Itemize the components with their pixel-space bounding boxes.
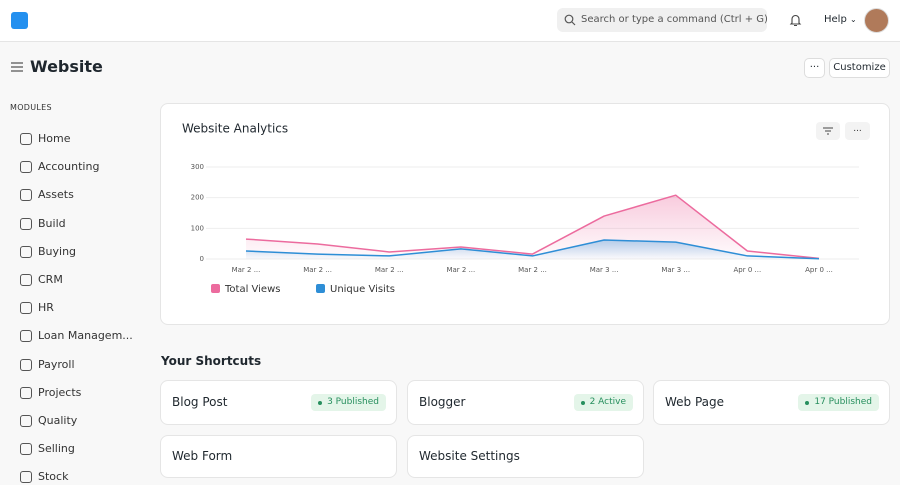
shortcut-label: Blogger bbox=[419, 395, 466, 409]
y-tick-label: 300 bbox=[191, 163, 204, 171]
module-icon bbox=[20, 415, 32, 427]
search-placeholder: Search or type a command (Ctrl + G) bbox=[581, 14, 768, 25]
bell-icon[interactable] bbox=[789, 13, 802, 27]
module-link[interactable]: Quality bbox=[38, 414, 78, 427]
module-link[interactable]: Selling bbox=[38, 442, 75, 456]
module-link[interactable]: Payroll bbox=[38, 357, 75, 371]
module-icon bbox=[20, 443, 32, 456]
module-icon bbox=[20, 358, 32, 371]
module-icon bbox=[20, 245, 32, 258]
shortcut-label: Website Settings bbox=[419, 449, 520, 463]
shortcut-badge: 3 Published bbox=[311, 394, 386, 411]
module-icon bbox=[20, 302, 32, 315]
module-link[interactable]: CRM bbox=[38, 273, 63, 286]
shortcut-label: Web Form bbox=[172, 449, 233, 463]
y-tick-label: 200 bbox=[191, 194, 204, 202]
series-line bbox=[245, 194, 820, 260]
legend-label: Total Views bbox=[224, 284, 280, 295]
module-icon bbox=[20, 161, 32, 174]
chart-menu-button[interactable] bbox=[845, 122, 870, 140]
legend-label: Unique Visits bbox=[330, 284, 395, 295]
shortcut-badge: 2 Active bbox=[573, 394, 633, 411]
series-line bbox=[245, 239, 820, 260]
shortcut-label: Blog Post bbox=[172, 395, 228, 409]
module-link[interactable]: HR bbox=[38, 301, 54, 315]
shortcut-badge: 17 Published bbox=[798, 394, 879, 411]
chart-menu-dots: ··· bbox=[853, 127, 862, 137]
module-link[interactable]: Home bbox=[38, 132, 71, 145]
module-icon bbox=[20, 274, 32, 286]
module-icon bbox=[20, 330, 32, 343]
x-tick-label: Mar 3 ... bbox=[590, 266, 619, 274]
shortcuts-heading: Your Shortcuts bbox=[161, 354, 262, 368]
x-tick-label: Mar 2 ... bbox=[232, 266, 261, 274]
shortcut-card[interactable]: Web Page 17 Published bbox=[653, 380, 890, 425]
help-label: Help bbox=[824, 14, 847, 25]
help-menu[interactable]: Help ⌄ bbox=[824, 14, 857, 25]
shortcut-card[interactable]: Web Form bbox=[160, 435, 397, 478]
customize-button[interactable]: Customize bbox=[829, 58, 890, 78]
x-tick-label: Mar 2 ... bbox=[446, 266, 475, 274]
y-tick-label: 100 bbox=[191, 224, 204, 232]
sidebar-heading: MODULES bbox=[10, 103, 52, 112]
shortcut-card[interactable]: Website Settings bbox=[407, 435, 644, 478]
logo[interactable] bbox=[11, 12, 28, 29]
module-link[interactable]: Buying bbox=[38, 244, 77, 258]
module-link[interactable]: Loan Managem... bbox=[38, 329, 133, 343]
more-button[interactable]: ··· bbox=[804, 58, 825, 78]
x-tick-label: Mar 2 ... bbox=[303, 266, 332, 274]
search-bar[interactable]: Search or type a command (Ctrl + G) bbox=[557, 8, 768, 32]
module-link[interactable]: Accounting bbox=[38, 160, 100, 174]
x-tick-label: Mar 2 ... bbox=[375, 266, 404, 274]
x-tick-label: Mar 3 ... bbox=[661, 266, 690, 274]
legend-swatch bbox=[316, 284, 325, 293]
module-icon bbox=[20, 189, 32, 202]
avatar[interactable] bbox=[864, 8, 889, 33]
module-link[interactable]: Stock bbox=[38, 470, 69, 484]
x-tick-label: Apr 0 ... bbox=[734, 266, 762, 274]
x-tick-label: Apr 0 ... bbox=[805, 266, 833, 274]
module-link[interactable]: Build bbox=[38, 216, 66, 230]
series-area bbox=[246, 239, 819, 259]
y-tick-label: 0 bbox=[200, 255, 204, 263]
search-icon bbox=[564, 14, 576, 26]
chart: Website Analytics ··· 0 100 200 300 Mar 2 ..… bbox=[182, 122, 870, 295]
shortcut-card[interactable]: Blog Post 3 Published bbox=[160, 380, 397, 425]
module-icon bbox=[20, 386, 32, 399]
x-tick-label: Mar 2 ... bbox=[518, 266, 547, 274]
chart-title: Website Analytics bbox=[182, 122, 288, 136]
module-icon bbox=[20, 471, 32, 484]
shortcut-label: Web Page bbox=[665, 395, 725, 409]
shortcut-card[interactable]: Blogger 2 Active bbox=[407, 380, 644, 425]
module-link[interactable]: Assets bbox=[38, 188, 74, 202]
legend-swatch bbox=[211, 284, 220, 293]
series-area bbox=[246, 195, 819, 259]
chart-card: Website Analytics ··· 0 100 200 300 Mar 2 ..… bbox=[160, 103, 890, 325]
module-icon bbox=[20, 217, 32, 230]
module-icon bbox=[20, 133, 32, 145]
menu-icon[interactable] bbox=[11, 62, 23, 72]
page-title: Website bbox=[30, 57, 103, 76]
module-link[interactable]: Projects bbox=[38, 385, 82, 399]
